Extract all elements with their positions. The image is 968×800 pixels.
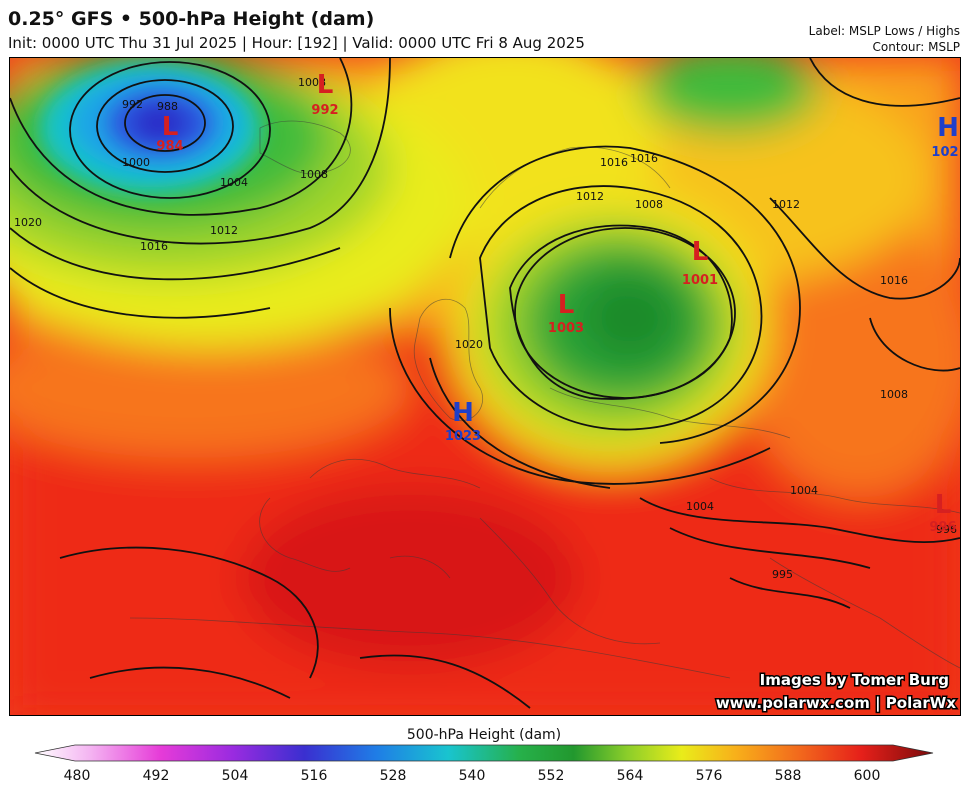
isobar-label: 1000 bbox=[122, 156, 150, 169]
isobar-label: 1008 bbox=[300, 168, 328, 181]
map-subtitle: Init: 0000 UTC Thu 31 Jul 2025 | Hour: [… bbox=[8, 34, 585, 52]
isobar-label: 1016 bbox=[600, 156, 628, 169]
coastlines bbox=[129, 120, 960, 679]
credit-line-1: Images by Tomer Burg bbox=[760, 671, 949, 689]
low-center: L 984 bbox=[156, 112, 183, 154]
colorbar-title: 500-hPa Height (dam) bbox=[406, 727, 562, 743]
colorbar-tick: 528 bbox=[379, 768, 407, 784]
isobar-label: 1020 bbox=[14, 216, 42, 229]
colorbar-tick: 600 bbox=[853, 768, 881, 784]
isobar-label: 1004 bbox=[220, 176, 248, 189]
isobar-label: 1008 bbox=[635, 198, 663, 211]
isobar-label: 992 bbox=[122, 98, 143, 111]
isobar-label: 1012 bbox=[576, 190, 604, 203]
low-letter: L bbox=[558, 290, 575, 320]
height-map: 988 992 1000 1004 1008 1012 1016 1020 10… bbox=[9, 57, 961, 716]
isobar-label: 1016 bbox=[140, 240, 168, 253]
low-letter: L bbox=[692, 237, 709, 267]
colorbar-tick: 588 bbox=[774, 768, 802, 784]
high-letter: H bbox=[937, 113, 959, 143]
high-letter: H bbox=[452, 398, 474, 428]
low-value: 1003 bbox=[548, 321, 584, 336]
low-value: 1001 bbox=[682, 273, 718, 288]
legend-note: Label: MSLP Lows / Highs Contour: MSLP bbox=[809, 23, 960, 55]
pressure-centers: L 984 L 992 H 102 L 1001 L 1003 H 1023 L… bbox=[156, 70, 958, 535]
isobar-label: 1020 bbox=[455, 338, 483, 351]
low-center: L 992 bbox=[311, 70, 338, 118]
low-value: 984 bbox=[156, 139, 183, 154]
low-value: 996 bbox=[929, 520, 956, 535]
colorbar bbox=[34, 744, 934, 762]
high-value: 102 bbox=[931, 145, 958, 160]
isobar-label: 1004 bbox=[790, 484, 818, 497]
low-center: L 1003 bbox=[548, 290, 584, 336]
isobar-label: 1012 bbox=[772, 198, 800, 211]
high-center: H 102 bbox=[931, 113, 958, 160]
isobar-label: 1008 bbox=[880, 388, 908, 401]
colorbar-tick: 516 bbox=[300, 768, 328, 784]
high-value: 1023 bbox=[445, 429, 481, 444]
isobars bbox=[10, 58, 960, 709]
isobar-label: 1016 bbox=[880, 274, 908, 287]
low-center: L 1001 bbox=[682, 237, 718, 288]
low-letter: L bbox=[317, 70, 334, 100]
credits: Images by Tomer Burg www.polarwx.com | P… bbox=[714, 670, 958, 715]
label-note: Label: MSLP Lows / Highs bbox=[808, 24, 960, 38]
map-title: 0.25° GFS • 500-hPa Height (dam) bbox=[8, 8, 375, 30]
credit-line-2: www.polarwx.com | PolarWx bbox=[716, 694, 957, 713]
low-letter: L bbox=[935, 490, 952, 520]
colorbar-tick: 540 bbox=[458, 768, 486, 784]
colorbar-tick: 552 bbox=[537, 768, 565, 784]
low-core-shading bbox=[40, 63, 260, 193]
colorbar-tick: 504 bbox=[221, 768, 249, 784]
isobar-label: 1004 bbox=[686, 500, 714, 513]
colorbar-tick: 564 bbox=[616, 768, 644, 784]
colorbar-tick: 480 bbox=[63, 768, 91, 784]
low-value: 992 bbox=[311, 103, 338, 118]
colorbar-tick: 492 bbox=[142, 768, 170, 784]
high-center: H 1023 bbox=[445, 398, 481, 444]
isobar-labels: 988 992 1000 1004 1008 1012 1016 1020 10… bbox=[14, 76, 957, 581]
isobar-label: 996 bbox=[936, 523, 957, 536]
low-letter: L bbox=[162, 112, 179, 142]
isobar-label: 1012 bbox=[210, 224, 238, 237]
low-center: L 996 bbox=[929, 490, 956, 535]
isobar-label: 988 bbox=[157, 100, 178, 113]
contour-note: Contour: MSLP bbox=[872, 40, 960, 54]
isobar-label: 995 bbox=[772, 568, 793, 581]
isobar-label: 1016 bbox=[630, 152, 658, 165]
colorbar-tick: 576 bbox=[695, 768, 723, 784]
isobar-label: 1008 bbox=[298, 76, 326, 89]
